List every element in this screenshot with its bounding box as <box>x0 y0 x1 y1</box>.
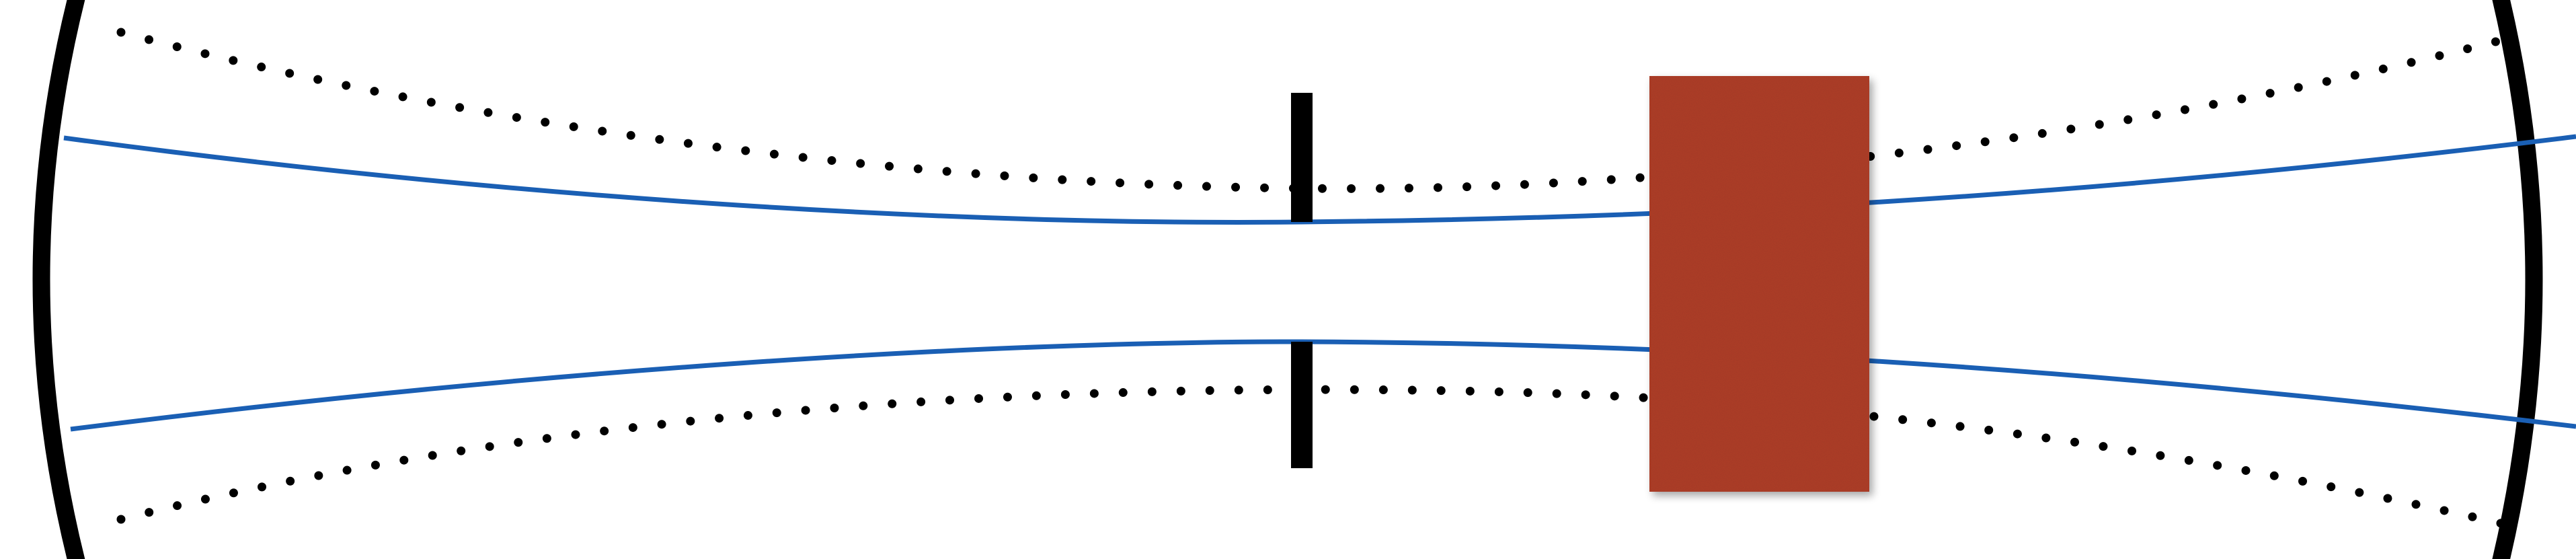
dotted-envelope-top <box>116 28 2526 193</box>
aperture-lower-jaw <box>1291 342 1313 468</box>
beam-outline-top <box>63 134 2576 225</box>
dotted-envelope-bottom <box>116 385 2526 533</box>
beam-outline-bottom <box>70 339 2576 432</box>
gain-medium-texture <box>1649 76 1869 492</box>
aperture-upper-jaw <box>1291 93 1313 222</box>
left-curved-mirror <box>32 0 85 559</box>
right-curved-mirror <box>2492 0 2543 559</box>
